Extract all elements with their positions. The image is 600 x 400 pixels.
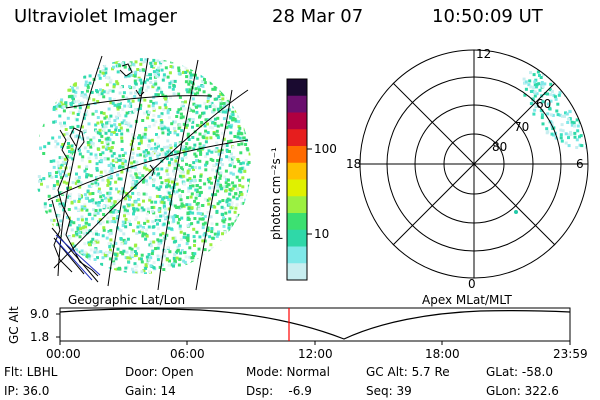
orbit-x-tick-1800: 18:00 <box>425 347 460 361</box>
time-label: 10:50:09 UT <box>432 6 543 27</box>
orbit-x-tick-0600: 06:00 <box>170 347 205 361</box>
orbit-y-axis-label: GC Alt <box>7 306 21 344</box>
dsp-info: Dsp: -6.9 <box>246 384 312 398</box>
filter-info: Flt: LBHL <box>4 365 58 379</box>
orbit-x-tick-1200: 12:00 <box>298 347 333 361</box>
colorbar-tick-10: 10 <box>314 227 330 241</box>
gc-alt-info: GC Alt: 5.7 Re <box>366 365 450 379</box>
orbit-y-tick-9: 9.0 <box>30 307 50 321</box>
seq-info: Seq: 39 <box>366 384 412 398</box>
mode-info: Mode: Normal <box>246 365 330 379</box>
glon-info: GLon: 322.6 <box>486 384 559 398</box>
mlt-label-0: 0 <box>468 277 476 291</box>
altitude-curve <box>59 308 571 340</box>
polar-grid <box>359 49 589 279</box>
mlat-label-70: 70 <box>514 120 530 134</box>
door-info: Door: Open <box>125 365 194 379</box>
ip-info: IP: 36.0 <box>4 384 50 398</box>
colorbar-tick-100: 100 <box>314 142 337 156</box>
date-label: 28 Mar 07 <box>272 6 364 27</box>
coastline-outlines <box>51 63 155 277</box>
glat-info: GLat: -58.0 <box>486 365 553 379</box>
gain-info: Gain: 14 <box>125 384 176 398</box>
mlt-label-6: 6 <box>576 157 584 171</box>
mlt-label-12: 12 <box>476 47 492 61</box>
mlat-label-80: 80 <box>492 140 508 154</box>
geographic-label: Geographic Lat/Lon <box>68 293 186 307</box>
mlt-label-18: 18 <box>346 157 362 171</box>
terminator-lines <box>55 234 101 281</box>
orbit-x-tick-2359: 23:59 <box>553 347 588 361</box>
orbit-y-tick-1-8: 1.8 <box>30 330 50 344</box>
mlat-label-60: 60 <box>536 97 552 111</box>
apex-label: Apex MLat/MLT <box>422 293 512 307</box>
instrument-title: Ultraviolet Imager <box>14 6 177 27</box>
orbit-x-tick-0000: 00:00 <box>46 347 81 361</box>
